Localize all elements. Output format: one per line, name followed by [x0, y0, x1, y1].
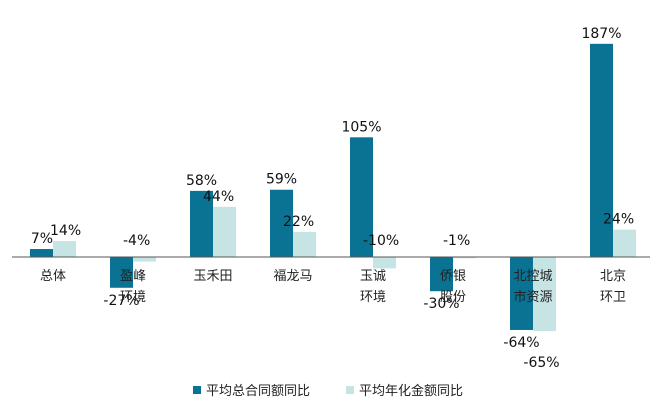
category-label-6-line-2: 市资源: [513, 289, 552, 305]
bar-series-1-2: [190, 190, 213, 257]
value-label-series-2-1: -4%: [123, 233, 150, 249]
bar-series-1-1: [110, 257, 133, 288]
value-label-series-1-2: 58%: [186, 173, 217, 189]
bar-series-2-0: [53, 241, 76, 257]
legend-swatch-series-2: [346, 386, 354, 394]
value-label-series-2-7: 24%: [603, 212, 634, 228]
category-label-3-line-1: 福龙马: [273, 269, 312, 284]
bars-group: [30, 43, 636, 332]
category-label-7-line-2: 环卫: [600, 290, 626, 305]
value-label-series-2-2: 44%: [203, 189, 234, 205]
bar-series-1-5: [430, 257, 453, 292]
value-label-series-1-1: -27%: [103, 293, 139, 309]
value-label-series-2-5: -1%: [443, 233, 470, 249]
value-label-series-1-0: 7%: [31, 231, 53, 247]
bar-series-2-6: [533, 257, 556, 332]
value-label-series-1-3: 59%: [266, 172, 297, 188]
category-label-4-line-1: 玉诚: [360, 269, 386, 284]
bar-series-1-4: [350, 137, 373, 257]
bar-series-1-7: [590, 43, 613, 257]
bar-series-2-3: [293, 231, 316, 257]
category-label-0-line-1: 总体: [40, 269, 66, 284]
bar-series-2-4: [373, 257, 396, 269]
value-label-series-2-3: 22%: [283, 214, 314, 230]
bar-series-2-7: [613, 229, 636, 257]
legend-label-series-1: 平均总合同额同比: [206, 384, 310, 399]
legend-label-series-2: 平均年化金额同比: [359, 383, 463, 399]
value-label-series-1-7: 187%: [581, 26, 621, 42]
category-label-2-line-1: 玉禾田: [193, 269, 232, 284]
value-label-series-2-0: 14%: [50, 223, 81, 239]
legend-swatch-series-1: [193, 386, 201, 394]
bar-series-2-1: [133, 257, 156, 262]
legend: 平均总合同额同比 平均年化金额同比: [193, 383, 463, 399]
category-label-1-line-1: 盈峰: [120, 269, 146, 284]
bar-series-1-3: [270, 189, 293, 257]
category-label-1-line-2: 环境: [120, 290, 146, 305]
value-label-series-1-5: -30%: [423, 296, 459, 312]
bar-series-1-6: [510, 257, 533, 330]
value-label-series-2-6: -65%: [523, 355, 559, 371]
category-label-4-line-2: 环境: [360, 290, 386, 305]
value-label-series-2-4: -10%: [363, 233, 399, 249]
bar-series-2-2: [213, 206, 236, 257]
category-label-5-line-1: 侨银: [440, 269, 466, 284]
category-label-7-line-1: 北京: [600, 269, 626, 284]
category-label-6-line-1: 北控城: [513, 269, 552, 284]
bar-series-2-5: [453, 257, 476, 259]
category-label-5-line-2: 股份: [440, 290, 466, 305]
bar-series-1-0: [30, 249, 53, 257]
value-label-series-1-6: -64%: [503, 335, 539, 351]
value-label-series-1-4: 105%: [341, 119, 381, 135]
